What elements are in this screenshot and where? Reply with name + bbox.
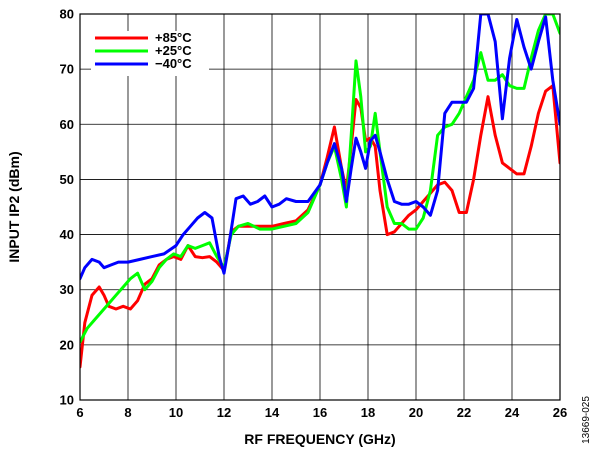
x-tick-label: 22 (457, 405, 471, 420)
x-tick-label: 16 (313, 405, 327, 420)
y-tick-label: 20 (60, 337, 74, 352)
y-tick-labels: 10 20 30 40 50 60 70 80 (60, 7, 74, 408)
y-tick-label: 70 (60, 62, 74, 77)
x-tick-labels: 6 8 10 12 14 16 18 20 22 24 26 (76, 405, 567, 420)
x-tick-label: 10 (169, 405, 183, 420)
y-tick-label: 80 (60, 7, 74, 22)
x-tick-label: 12 (217, 405, 231, 420)
x-tick-label: 26 (553, 405, 567, 420)
x-tick-label: 20 (409, 405, 423, 420)
series-lines (80, 14, 560, 369)
x-tick-label: 14 (265, 405, 280, 420)
x-tick-label: 24 (505, 405, 520, 420)
y-tick-label: 60 (60, 117, 74, 132)
y-tick-label: 30 (60, 282, 74, 297)
y-tick-label: 10 (60, 393, 74, 408)
figure-id: 13669-025 (581, 396, 592, 444)
x-tick-label: 8 (124, 405, 131, 420)
plot-border (79, 13, 561, 401)
x-tick-label: 6 (76, 405, 83, 420)
y-tick-label: 40 (60, 227, 74, 242)
y-axis-label: INPUT IP2 (dBm) (6, 151, 22, 262)
legend: +85°C+25°C−40°C (91, 30, 209, 76)
y-tick-label: 50 (60, 172, 74, 187)
series-line-2 (80, 14, 560, 281)
legend-label-2: −40°C (155, 56, 192, 71)
legend-label-1: +25°C (155, 43, 192, 58)
x-tick-label: 18 (361, 405, 375, 420)
legend-label-0: +85°C (155, 30, 192, 45)
x-axis-label: RF FREQUENCY (GHz) (244, 431, 395, 447)
